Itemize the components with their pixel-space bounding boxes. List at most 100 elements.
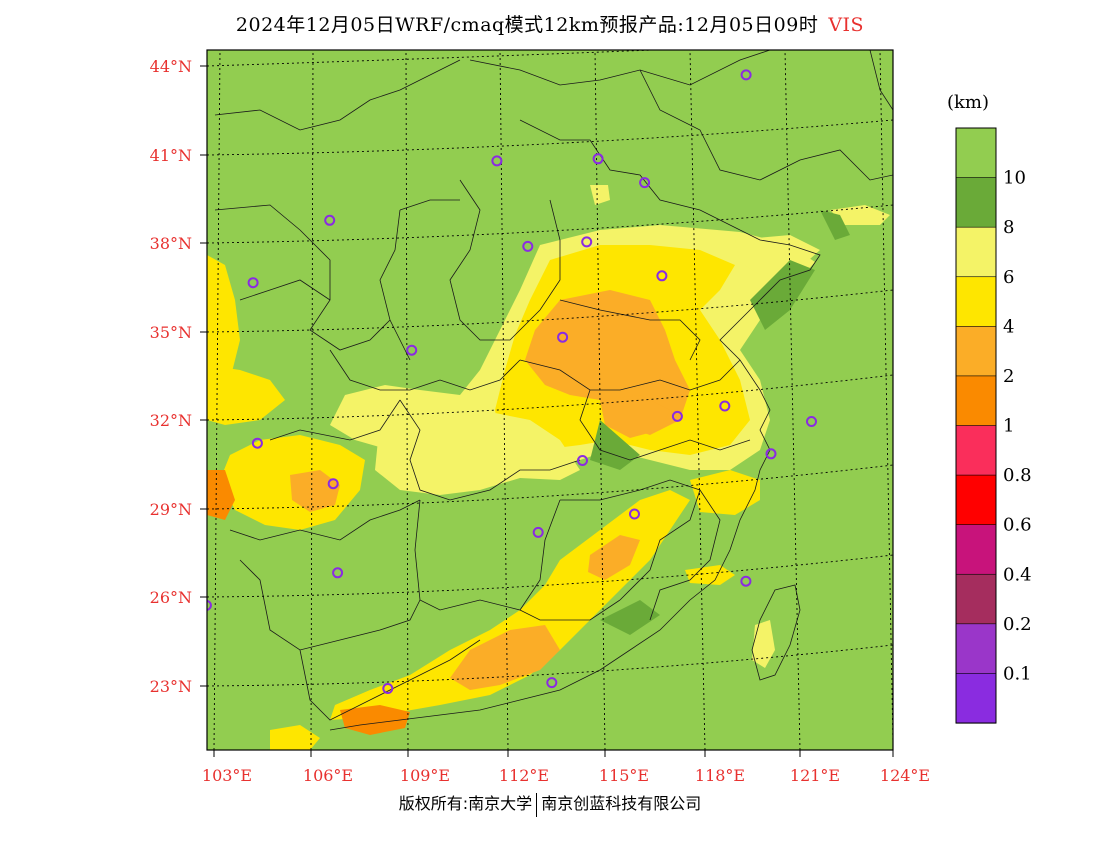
boundary-line xyxy=(214,59,461,131)
haze-far-south xyxy=(270,725,320,750)
boundary-line xyxy=(379,199,460,361)
lat-label-44: 44°N xyxy=(150,57,192,76)
footer-separator xyxy=(536,792,538,817)
haze-northeast-coast xyxy=(830,205,890,225)
haze-southeast-core xyxy=(450,625,560,690)
colorbar-swatch xyxy=(955,326,997,377)
colorbar-level-label: 8 xyxy=(1003,217,1014,238)
haze-jiangxi-core xyxy=(588,535,640,580)
dark-green-patch xyxy=(750,260,815,330)
colorbar-level-label: 6 xyxy=(1003,267,1014,288)
boundary-line xyxy=(449,179,561,341)
coastline xyxy=(329,229,821,731)
haze-sichuan-core xyxy=(290,470,340,512)
colorbar-frame xyxy=(955,127,997,724)
boundary-line xyxy=(269,399,401,441)
footer-left: 版权所有:南京大学 xyxy=(398,794,533,813)
station-marker xyxy=(207,599,212,611)
visibility-8km-layer xyxy=(590,210,850,635)
lon-label-124: 124°E xyxy=(880,766,930,785)
station-marker xyxy=(327,478,339,490)
station-marker xyxy=(806,416,817,427)
map-title: 2024年12月05日WRF/cmaq模式12km预报产品:12月05日09时 V… xyxy=(0,10,1100,37)
boundary-line xyxy=(579,389,751,461)
colorbar-swatch xyxy=(955,474,997,526)
colorbar-level-label: 1 xyxy=(1003,416,1014,437)
colorbar-swatch xyxy=(955,673,997,724)
station-marker xyxy=(546,677,558,689)
latitude-axis: 44°N 41°N 38°N 35°N 32°N 29°N 26°N 23°N xyxy=(150,57,207,696)
station-markers xyxy=(207,69,817,694)
colorbar-level-label: 2 xyxy=(1003,366,1014,387)
variable-name: VIS xyxy=(828,14,865,36)
colorbar-level-label: 0.2 xyxy=(1003,614,1032,635)
lat-label-38: 38°N xyxy=(150,234,192,253)
colorbar-swatch xyxy=(955,375,997,427)
map-frame xyxy=(206,49,894,751)
dark-green-patch xyxy=(600,600,660,635)
station-marker xyxy=(491,155,503,167)
colorbar-level-label: 4 xyxy=(1003,316,1014,337)
lon-label-115: 115°E xyxy=(599,766,649,785)
lon-label-118: 118°E xyxy=(695,766,745,785)
boundary-line xyxy=(299,639,481,721)
haze-fujian-coast-2 xyxy=(685,565,735,585)
legend-unit: (km) xyxy=(947,92,989,113)
lat-label-32: 32°N xyxy=(150,411,192,430)
lat-label-35: 35°N xyxy=(150,323,192,342)
boundary-line xyxy=(329,349,521,391)
colorbar-swatch xyxy=(955,573,997,625)
dark-green-patch xyxy=(590,420,640,470)
haze-yangtze-region xyxy=(375,410,580,495)
boundary-line xyxy=(639,69,893,181)
station-marker xyxy=(251,437,263,449)
lon-label-112: 112°E xyxy=(499,766,549,785)
station-marker xyxy=(557,331,569,343)
graticule-line xyxy=(310,50,314,750)
station-marker xyxy=(765,448,777,460)
haze-taiwan xyxy=(752,620,775,668)
station-marker xyxy=(671,410,683,422)
station-marker xyxy=(332,567,344,579)
boundary-line xyxy=(239,559,421,651)
station-marker xyxy=(581,236,593,248)
colorbar-boxes xyxy=(955,127,997,724)
haze-severe-south xyxy=(340,705,410,735)
colorbar-swatch xyxy=(955,276,997,327)
graticule-line xyxy=(689,50,706,750)
lon-label-121: 121°E xyxy=(790,766,840,785)
footer-right: 南京创蓝科技有限公司 xyxy=(541,794,702,813)
station-marker xyxy=(592,153,604,165)
boundary-line xyxy=(469,50,771,86)
station-marker xyxy=(740,69,752,81)
colorbar-legend: (km) 10 8 6 4 2 1 0.8 0.6 0.4 0.2 0.1 xyxy=(947,92,1032,724)
title-text: 2024年12月05日WRF/cmaq模式12km预报产品:12月05日09时 xyxy=(235,14,819,36)
station-marker xyxy=(532,526,544,538)
boundary-line xyxy=(414,499,561,611)
colorbar-swatch xyxy=(955,425,997,476)
lon-label-103: 103°E xyxy=(202,766,252,785)
boundary-line xyxy=(519,599,621,621)
colorbar-swatch xyxy=(955,127,997,179)
colorbar-swatch xyxy=(955,226,997,278)
colorbar-level-label: 0.1 xyxy=(1003,663,1032,684)
lat-label-23: 23°N xyxy=(150,677,192,696)
colorbar-swatch xyxy=(955,623,997,675)
colorbar-labels: 10 8 6 4 2 1 0.8 0.6 0.4 0.2 0.1 xyxy=(1003,168,1032,685)
colorbar-level-label: 0.6 xyxy=(1003,515,1032,536)
haze-west-edge-2 xyxy=(207,365,285,425)
longitude-axis: 103°E 106°E 109°E 112°E 115°E 118°E 121°… xyxy=(202,750,930,785)
graticule-line xyxy=(499,50,509,750)
lat-label-29: 29°N xyxy=(150,500,192,519)
lat-label-26: 26°N xyxy=(150,588,192,607)
boundary-line xyxy=(519,359,741,391)
graticule xyxy=(207,50,893,750)
boundary-line xyxy=(649,489,721,621)
station-marker xyxy=(577,455,588,466)
dark-green-patch xyxy=(820,210,850,240)
colorbar-level-label: 0.4 xyxy=(1003,564,1032,585)
boundary-line xyxy=(239,279,331,301)
station-marker xyxy=(247,277,259,289)
lon-label-106: 106°E xyxy=(303,766,353,785)
